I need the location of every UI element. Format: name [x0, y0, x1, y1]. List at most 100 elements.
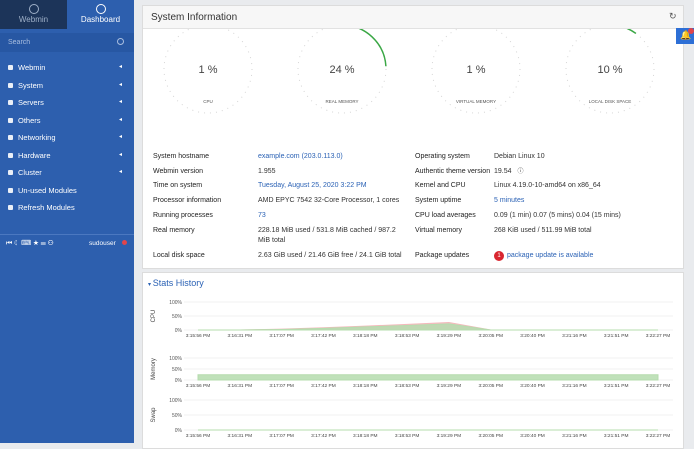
info-label: Package updates: [415, 252, 470, 259]
x-tick-label: 3:21:51 PM: [604, 383, 629, 389]
menu-item[interactable]: Webmin ◂: [8, 63, 128, 72]
info-value-text: 0.09 (1 min) 0.07 (5 mins) 0.04 (15 mins…: [494, 211, 621, 219]
search-box[interactable]: Search: [0, 33, 134, 52]
gauge-value: 1 %: [199, 64, 218, 76]
info-label: Time on system: [153, 182, 203, 189]
menu-item[interactable]: Un-used Modules: [8, 186, 128, 195]
info-label: Webmin version: [153, 168, 204, 175]
y-tick-label: 0%: [175, 378, 183, 384]
logout-icon[interactable]: [122, 240, 127, 245]
info-label: System uptime: [415, 197, 462, 204]
refresh-icon[interactable]: ↻: [669, 11, 677, 21]
gauge-ring: [297, 29, 387, 114]
x-tick-label: 3:15:56 PM: [186, 433, 211, 439]
menu-label: Webmin: [18, 63, 46, 72]
info-value-text[interactable]: example.com (203.0.113.0): [258, 152, 343, 160]
x-tick-label: 3:18:18 PM: [353, 433, 378, 439]
y-tick-label: 0%: [175, 428, 183, 434]
x-tick-label: 3:18:53 PM: [395, 433, 420, 439]
gauge-ring: [163, 29, 253, 114]
search-placeholder: Search: [8, 39, 31, 46]
x-tick-label: 3:22:27 PM: [646, 433, 671, 439]
info-label: Operating system: [415, 153, 470, 160]
info-label: Virtual memory: [415, 227, 462, 234]
menu-item[interactable]: Networking ◂: [8, 133, 128, 142]
info-value-text[interactable]: Tuesday, August 25, 2020 3:22 PM: [258, 181, 367, 189]
x-tick-label: 3:17:07 PM: [269, 383, 294, 389]
toolbar: ⏮ ☾ ⌨ ★ ☰ ⚇ sudouser: [0, 234, 134, 252]
info-value: 1 package update is available: [494, 250, 644, 261]
menu-label: Un-used Modules: [18, 185, 77, 195]
y-tick-label: 0%: [175, 328, 183, 334]
menu-icon: [8, 187, 13, 193]
x-tick-label: 3:16:31 PM: [228, 433, 253, 439]
info-value: 2.63 GiB used / 21.46 GiB free / 24.1 Gi…: [258, 251, 408, 261]
info-value: Debian Linux 10: [494, 152, 644, 162]
info-value: 228.18 MiB used / 531.8 MiB cached / 987…: [258, 226, 408, 246]
info-value-text: 2.63 GiB used / 21.46 GiB free / 24.1 Gi…: [258, 251, 402, 259]
menu-arrow: ◂: [118, 116, 122, 123]
chart-ylabel: CPU: [151, 310, 157, 323]
info-value-text: Debian Linux 10: [494, 152, 545, 160]
info-label: Processor information: [153, 197, 222, 204]
info-value: Tuesday, August 25, 2020 3:22 PM: [258, 181, 408, 191]
info-label: System hostname: [153, 153, 210, 160]
menu-item[interactable]: Hardware ◂: [8, 151, 128, 160]
gauge-label: LOCAL DISK SPACE: [589, 99, 632, 104]
x-tick-label: 3:21:51 PM: [604, 433, 629, 439]
menu-icon: [8, 205, 13, 210]
menu-icon: [8, 135, 13, 140]
menu-arrow: ◂: [118, 169, 122, 175]
gauge-label: VIRTUAL MEMORY: [456, 99, 496, 104]
username[interactable]: sudouser: [89, 240, 116, 247]
x-tick-label: 3:21:16 PM: [562, 433, 587, 439]
info-value-text: 1.955: [258, 167, 276, 175]
gauge-ring: [431, 29, 521, 114]
info-value-text[interactable]: 5 minutes: [494, 196, 525, 204]
stats-title[interactable]: ▾ Stats History: [148, 278, 204, 288]
gauge-arc: [358, 29, 387, 67]
info-value-text[interactable]: 73: [258, 211, 266, 219]
info-value-text[interactable]: package update is available: [507, 251, 594, 259]
info-value-text: 228.18 MiB used / 531.8 MiB cached / 987…: [258, 226, 396, 244]
info-value-text: 19.54: [494, 167, 512, 175]
gauge-value: 10 %: [597, 64, 622, 76]
gauge-label: REAL MEMORY: [325, 99, 358, 104]
x-tick-label: 3:20:05 PM: [478, 383, 503, 389]
info-label: Authentic theme version: [415, 168, 491, 175]
area: [197, 374, 659, 381]
info-label: Running processes: [153, 212, 213, 219]
x-tick-label: 3:17:07 PM: [269, 433, 294, 439]
x-tick-label: 3:18:18 PM: [353, 333, 378, 339]
info-label: Local disk space: [153, 252, 205, 259]
x-tick-label: 3:20:05 PM: [478, 333, 503, 339]
info-value: 268 KiB used / 511.99 MiB total: [494, 226, 644, 236]
x-tick-label: 3:17:07 PM: [269, 333, 294, 339]
info-value: 1.955: [258, 167, 408, 177]
notifications[interactable]: 🔔: [676, 28, 694, 44]
notification-dot: [688, 28, 694, 34]
search-icon: [117, 38, 124, 45]
menu-item[interactable]: System ◂: [8, 81, 128, 90]
menu-item[interactable]: Servers ◂: [8, 98, 128, 107]
info-value: 0.09 (1 min) 0.07 (5 mins) 0.04 (15 mins…: [494, 211, 644, 221]
gauge-value: 1 %: [467, 64, 486, 76]
menu-item[interactable]: Others ◂: [8, 116, 128, 125]
x-tick-label: 3:21:51 PM: [604, 333, 629, 339]
menu-label: Others: [18, 115, 41, 125]
menu-arrow: ◂: [118, 134, 122, 140]
menu-arrow: ◂: [118, 64, 122, 70]
y-tick-label: 50%: [172, 413, 183, 419]
y-tick-label: 50%: [172, 314, 183, 320]
toolbar-icons[interactable]: ⏮ ☾ ⌨ ★ ☰ ⚇: [6, 240, 54, 247]
y-tick-label: 100%: [169, 300, 182, 306]
x-tick-label: 3:18:53 PM: [395, 383, 420, 389]
info-value-text: AMD EPYC 7542 32-Core Processor, 1 cores: [258, 196, 400, 204]
area: [198, 323, 658, 331]
x-tick-label: 3:21:16 PM: [562, 333, 587, 339]
menu-item[interactable]: Refresh Modules: [8, 203, 128, 212]
menu-item[interactable]: Cluster ◂: [8, 168, 128, 177]
x-tick-label: 3:19:29 PM: [437, 333, 462, 339]
